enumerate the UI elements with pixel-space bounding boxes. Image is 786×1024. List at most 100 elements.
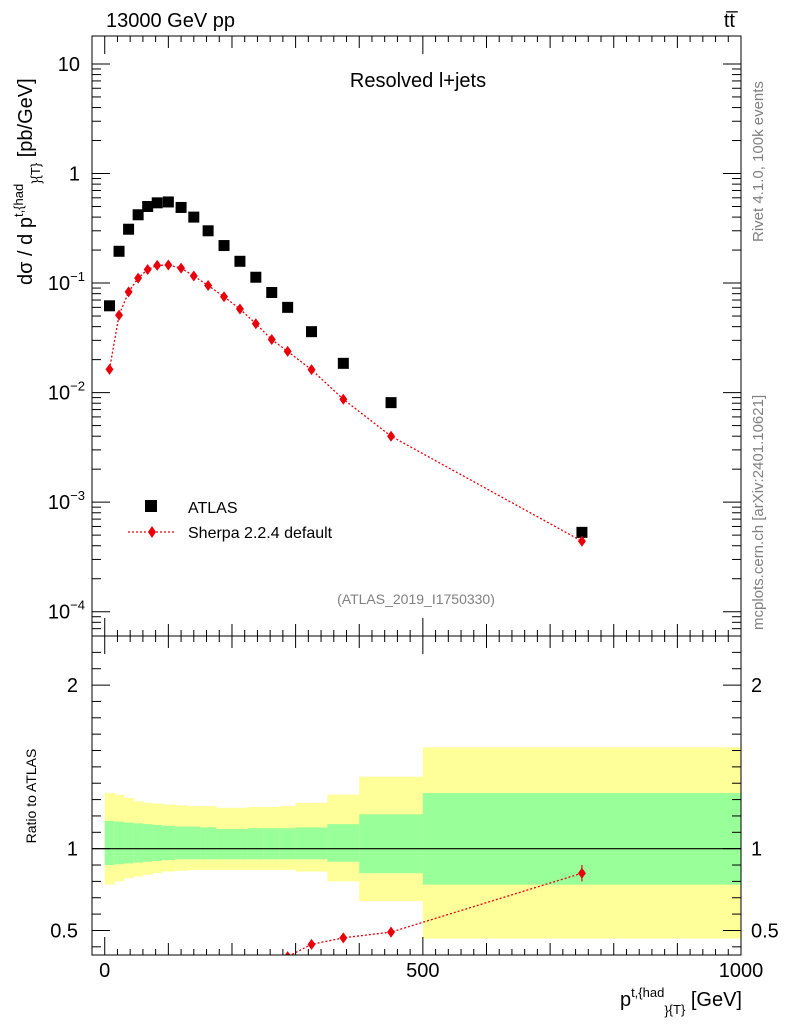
mcplots-label: mcplots.cern.ch [arXiv:2401.10621] — [750, 395, 767, 630]
stat-uncertainty-band — [133, 823, 144, 863]
sherpa-point — [220, 291, 229, 303]
sherpa-point — [189, 270, 198, 282]
stat-uncertainty-band — [174, 826, 188, 860]
stat-uncertainty-band — [263, 828, 281, 860]
sherpa-ratio-point — [204, 974, 212, 985]
sherpa-point — [577, 535, 586, 547]
energy-label: 13000 GeV pp — [106, 10, 235, 32]
atlas-point — [218, 240, 230, 252]
ratio-y-tick-label: 2 — [67, 675, 78, 697]
atlas-point — [113, 245, 125, 257]
atlas-point — [123, 223, 135, 235]
sherpa-point — [124, 286, 133, 298]
stat-uncertainty-band — [123, 822, 134, 864]
atlas-point — [234, 255, 246, 267]
ratio-y-tick-label: 0.5 — [50, 920, 78, 942]
atlas-point — [142, 200, 154, 212]
process-label: tt̅ — [724, 10, 738, 32]
sherpa-point — [283, 345, 292, 357]
sherpa-point — [387, 430, 396, 442]
stat-uncertainty-band — [114, 821, 125, 865]
main-plot-frame — [91, 35, 742, 637]
sherpa-point — [339, 393, 348, 405]
sherpa-ratio-point — [220, 971, 228, 982]
sherpa-ratio-point — [387, 926, 396, 938]
stat-uncertainty-band — [187, 826, 201, 860]
sherpa-ratio-point — [252, 963, 260, 974]
sherpa-point — [204, 279, 213, 291]
x-tick-label: 0 — [99, 960, 110, 982]
sherpa-point — [153, 259, 162, 271]
ratio-plot-area — [92, 747, 741, 985]
atlas-point — [132, 209, 144, 221]
y-tick-label: 10−2 — [48, 379, 85, 405]
atlas-point — [151, 197, 163, 209]
stat-uncertainty-band — [200, 827, 217, 860]
sherpa-point — [115, 309, 124, 321]
legend: ATLAS Sherpa 2.2.4 default — [128, 500, 333, 542]
ratio-plot-frame — [91, 635, 742, 956]
atlas-point — [337, 357, 349, 369]
ratio-y-axis-label: Ratio to ATLAS — [23, 749, 39, 844]
atlas-point — [266, 286, 278, 298]
sherpa-ratio-point — [307, 938, 316, 950]
main-y-axis-label: dσ / d pt,{had}{T} [pb/GeV] — [11, 78, 44, 285]
sherpa-point — [235, 303, 244, 315]
rivet-version-label: Rivet 4.1.0, 100k events — [750, 81, 767, 242]
ratio-y-tick-label: 1 — [67, 839, 78, 861]
x-tick-label: 500 — [406, 960, 439, 982]
stat-uncertainty-band — [216, 829, 233, 860]
sherpa-point — [177, 262, 186, 274]
sherpa-point — [134, 272, 143, 284]
x-axis-label: pt,{had}{T} [GeV] — [620, 985, 742, 1018]
sherpa-ratio-point — [284, 951, 291, 955]
y-tick-label: 10−4 — [48, 598, 85, 624]
stat-uncertainty-band — [295, 827, 328, 860]
ratio-plot-axes: 0.5 0.5 1 1 2 2 0 500 1000 — [50, 636, 779, 982]
ratio-y-tick-label-right: 1 — [751, 839, 762, 861]
main-plot-area — [103, 196, 588, 547]
analysis-label: (ATLAS_2019_I1750330) — [337, 591, 495, 607]
sherpa-point — [143, 263, 152, 275]
atlas-point — [202, 225, 214, 237]
atlas-point — [175, 201, 187, 213]
stat-uncertainty-band — [152, 824, 163, 861]
atlas-point — [103, 300, 115, 312]
stat-uncertainty-band — [327, 824, 360, 862]
ratio-y-tick-label-right: 0.5 — [751, 920, 779, 942]
stat-uncertainty-band — [161, 825, 176, 861]
legend-atlas-marker — [145, 500, 157, 512]
atlas-point — [385, 397, 397, 409]
atlas-point — [282, 301, 294, 313]
legend-atlas-label: ATLAS — [188, 500, 238, 517]
stat-uncertainty-band — [359, 814, 424, 874]
sherpa-point — [307, 364, 316, 376]
sherpa-line — [108, 264, 583, 542]
y-tick-label: 1 — [69, 164, 80, 186]
atlas-point — [250, 271, 262, 283]
y-tick-label: 10 — [58, 54, 80, 76]
sherpa-ratio-point — [339, 932, 348, 944]
sherpa-ratio-point — [577, 867, 586, 879]
sherpa-point — [164, 259, 173, 271]
atlas-point — [576, 526, 588, 538]
y-tick-label: 10−1 — [48, 269, 85, 295]
stat-uncertainty-band — [247, 828, 265, 860]
atlas-point — [162, 196, 174, 208]
legend-sherpa-label: Sherpa 2.2.4 default — [188, 525, 333, 542]
legend-sherpa-marker — [148, 526, 156, 538]
stat-uncertainty-band — [231, 829, 249, 860]
atlas-point — [306, 326, 318, 338]
x-tick-label: 1000 — [719, 960, 764, 982]
atlas-point — [188, 211, 200, 223]
sherpa-ratio-point — [236, 967, 244, 978]
sherpa-point — [251, 318, 260, 330]
stat-uncertainty-band — [279, 828, 297, 860]
y-tick-label: 10−3 — [48, 488, 85, 514]
stat-uncertainty-band — [104, 820, 115, 866]
sherpa-point — [105, 363, 114, 375]
sherpa-ratio-point — [268, 958, 276, 969]
sherpa-point — [267, 334, 276, 346]
plot-title: Resolved l+jets — [350, 70, 486, 92]
